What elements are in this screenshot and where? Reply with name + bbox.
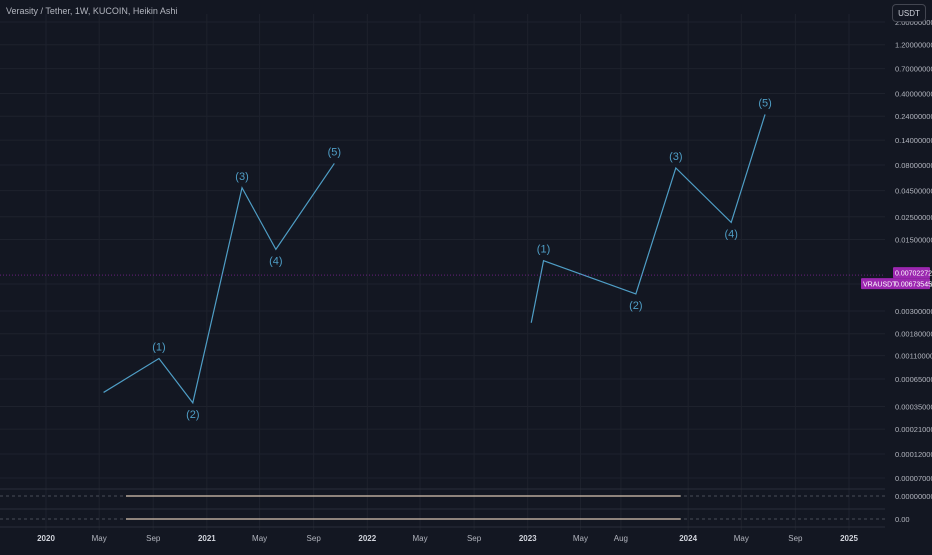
- wave-lines: (1) (2) (3) (4) (5) (1) (2) (3) (4) (5): [103, 97, 772, 421]
- x-tick-label: 2022: [358, 534, 376, 543]
- y-tick-label: 0.70000000: [895, 65, 932, 74]
- high-price-tag: 0.00702272: [893, 267, 932, 279]
- y-tick-label: 0.14000000: [895, 136, 932, 145]
- y-tick-label: 1.20000000: [895, 41, 932, 50]
- wave-label: (1): [537, 244, 550, 256]
- chart-title: Verasity / Tether, 1W, KUCOIN, Heikin As…: [6, 6, 178, 16]
- y-tick-label: 0.00110000: [895, 352, 932, 361]
- y-tick-label: 0.00021000: [895, 425, 932, 434]
- grid-lines: [0, 14, 885, 530]
- y-tick-label: 0.24000000: [895, 112, 932, 121]
- wave-label: (4): [269, 255, 282, 267]
- wave-label: (4): [724, 228, 737, 240]
- time-axis: 2020 May Sep 2021 May Sep 2022 May Sep 2023 May Aug…: [37, 534, 858, 543]
- x-tick-label: 2020: [37, 534, 55, 543]
- wave-label: (3): [235, 171, 248, 183]
- x-tick-label: 2021: [198, 534, 216, 543]
- x-tick-label: May: [92, 534, 107, 543]
- x-tick-label: Sep: [467, 534, 482, 543]
- x-tick-label: 2024: [679, 534, 697, 543]
- wave-label: (2): [629, 300, 642, 312]
- y-tick-label: 0.08000000: [895, 161, 932, 170]
- last-price-tag-bg: [861, 278, 930, 290]
- currency-button[interactable]: USDT: [892, 4, 926, 22]
- x-tick-label: Sep: [307, 534, 322, 543]
- wave-2020-line: [103, 163, 335, 405]
- y-tick-label: 0.40000000: [895, 90, 932, 99]
- y-tick-label: 0.04500000: [895, 187, 932, 196]
- high-price-tag-text: 0.00702272: [895, 271, 932, 278]
- x-tick-label: May: [412, 534, 427, 543]
- price-axis: 2.00000000 1.20000000 0.70000000 0.40000000…: [895, 18, 932, 524]
- wave-label: (2): [186, 409, 199, 421]
- wave-2023-line: [530, 114, 766, 323]
- y-tick-label: 0.00065000: [895, 375, 932, 384]
- x-tick-label: May: [734, 534, 749, 543]
- x-tick-label: Sep: [146, 534, 161, 543]
- y-tick-label: 0.00035000: [895, 402, 932, 411]
- oscillator-axis-label: 0.00000000: [895, 492, 932, 501]
- oscillator-axis-label: 0.00: [895, 515, 910, 524]
- wave-label: (3): [669, 151, 682, 163]
- x-tick-label: Sep: [788, 534, 803, 543]
- wave-label: (5): [758, 97, 771, 109]
- y-tick-label: 0.00180000: [895, 330, 932, 339]
- high-price-tag-bg: [893, 267, 930, 279]
- x-tick-label: Aug: [614, 534, 628, 543]
- y-tick-label: 0.02500000: [895, 213, 932, 222]
- symbol-tag-text: VRAUSDT: [863, 282, 897, 289]
- x-tick-label: 2025: [840, 534, 858, 543]
- oscillator-panes: [0, 488, 885, 528]
- wave-label: (5): [328, 146, 341, 158]
- y-tick-label: 0.00300000: [895, 307, 932, 316]
- y-tick-label: 2.00000000: [895, 18, 932, 27]
- y-tick-label: 0.00007000: [895, 474, 932, 483]
- x-tick-label: May: [252, 534, 267, 543]
- y-tick-label: 0.00012000: [895, 450, 932, 459]
- wave-label: (1): [152, 341, 165, 353]
- x-tick-label: 2023: [519, 534, 537, 543]
- x-tick-label: May: [573, 534, 588, 543]
- last-price-tag-text: 0.00673545: [895, 282, 932, 289]
- y-tick-label: 0.01500000: [895, 235, 932, 244]
